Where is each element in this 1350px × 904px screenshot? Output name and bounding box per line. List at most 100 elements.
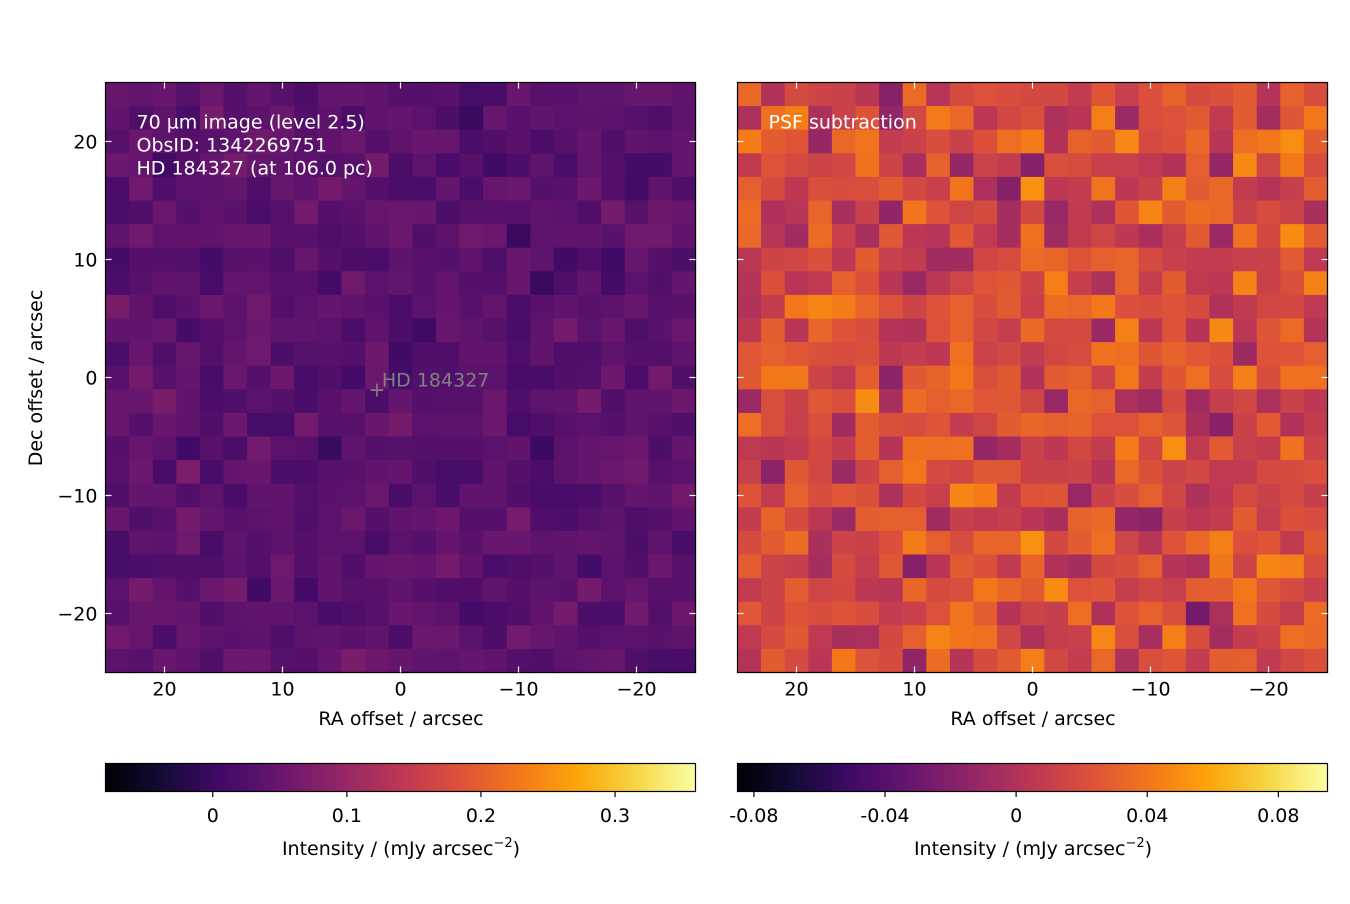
heatmap-pixel [341, 271, 366, 296]
x-tick-label: 20 [784, 679, 808, 701]
heatmap-pixel [1138, 271, 1163, 296]
heatmap-pixel [855, 412, 880, 438]
heatmap-pixel [1115, 389, 1140, 414]
colorbar-tick-label: -0.04 [860, 805, 909, 827]
heatmap-pixel [1256, 483, 1281, 508]
heatmap-pixel [365, 200, 390, 225]
heatmap-pixel [855, 82, 880, 107]
heatmap-pixel [129, 530, 154, 556]
heatmap-pixel [530, 530, 555, 556]
x-tick-label: 0 [394, 679, 406, 701]
heatmap-pixel [1044, 129, 1069, 154]
heatmap-pixel [671, 224, 697, 249]
heatmap-pixel [317, 200, 343, 225]
heatmap-pixel [199, 318, 225, 343]
right-ticks: 20 10 0 −10 −20 [737, 82, 1328, 701]
heatmap-pixel [1303, 648, 1329, 674]
heatmap-pixel [1280, 460, 1305, 485]
heatmap-pixel [1185, 247, 1211, 272]
colorbar-tick-label: 0 [207, 805, 219, 827]
heatmap-pixel [412, 436, 437, 461]
heatmap-pixel [902, 342, 927, 367]
heatmap-pixel [223, 294, 248, 320]
heatmap-pixel [926, 294, 951, 320]
heatmap-pixel [1280, 507, 1305, 532]
x-tick-label: −10 [1130, 679, 1170, 701]
heatmap-pixel [1280, 176, 1305, 202]
heatmap-pixel [831, 106, 857, 131]
heatmap-pixel [1185, 483, 1211, 508]
heatmap-pixel [435, 389, 461, 414]
heatmap-pixel [624, 247, 649, 272]
heatmap-pixel [294, 106, 319, 131]
heatmap-pixel [530, 294, 555, 320]
heatmap-pixel [624, 389, 649, 414]
heatmap-pixel [459, 82, 484, 107]
heatmap-pixel [152, 483, 177, 508]
heatmap-pixel [1233, 578, 1258, 603]
heatmap-pixel [902, 294, 927, 320]
heatmap-pixel [997, 578, 1022, 603]
heatmap-pixel [855, 271, 880, 296]
heatmap-pixel [761, 271, 786, 296]
heatmap-pixel [808, 460, 833, 485]
heatmap-pixel [1044, 554, 1069, 579]
heatmap-pixel [388, 412, 413, 438]
heatmap-pixel [506, 412, 531, 438]
heatmap-pixel [1044, 365, 1069, 390]
heatmap-pixel [435, 294, 461, 320]
heatmap-pixel [879, 271, 904, 296]
heatmap-pixel [1256, 412, 1281, 438]
heatmap-pixel [973, 129, 998, 154]
heatmap-pixel [294, 601, 319, 626]
heatmap-pixel [1209, 342, 1234, 367]
heatmap-pixel [1303, 318, 1329, 343]
heatmap-pixel [761, 200, 786, 225]
heatmap-pixel [831, 436, 857, 461]
heatmap-pixel [341, 129, 366, 154]
heatmap-pixel [879, 389, 904, 414]
heatmap-pixel [949, 483, 975, 508]
heatmap-pixel [317, 318, 343, 343]
heatmap-pixel [530, 200, 555, 225]
heatmap-pixel [365, 342, 390, 367]
heatmap-pixel [365, 648, 390, 674]
heatmap-pixel [997, 460, 1022, 485]
heatmap-pixel [973, 389, 998, 414]
heatmap-pixel [506, 460, 531, 485]
heatmap-pixel [1162, 483, 1187, 508]
heatmap-pixel [247, 200, 272, 225]
heatmap-pixel [176, 82, 201, 107]
heatmap-pixel [105, 106, 130, 131]
heatmap-pixel [648, 389, 673, 414]
heatmap-pixel [553, 507, 579, 532]
heatmap-pixel [506, 294, 531, 320]
heatmap-pixel [506, 578, 531, 603]
heatmap-pixel [435, 436, 461, 461]
heatmap-pixel [902, 200, 927, 225]
heatmap-pixel [553, 176, 579, 202]
heatmap-pixel [530, 365, 555, 390]
heatmap-pixel [808, 648, 833, 674]
heatmap-pixel [1115, 578, 1140, 603]
heatmap-pixel [997, 365, 1022, 390]
heatmap-pixel [1185, 601, 1211, 626]
heatmap-pixel [1044, 200, 1069, 225]
heatmap-pixel [671, 294, 697, 320]
heatmap-pixel [1256, 342, 1281, 367]
heatmap-pixel [176, 318, 201, 343]
heatmap-pixel [247, 554, 272, 579]
heatmap-pixel [926, 224, 951, 249]
heatmap-pixel [973, 507, 998, 532]
heatmap-pixel [808, 389, 833, 414]
heatmap-pixel [624, 460, 649, 485]
heatmap-pixel [855, 247, 880, 272]
heatmap-pixel [176, 625, 201, 650]
heatmap-pixel [388, 271, 413, 296]
heatmap-pixel [737, 625, 762, 650]
heatmap-pixel [1209, 153, 1234, 178]
heatmap-pixel [247, 365, 272, 390]
heatmap-pixel [648, 247, 673, 272]
heatmap-pixel [435, 153, 461, 178]
heatmap-pixel [317, 153, 343, 178]
